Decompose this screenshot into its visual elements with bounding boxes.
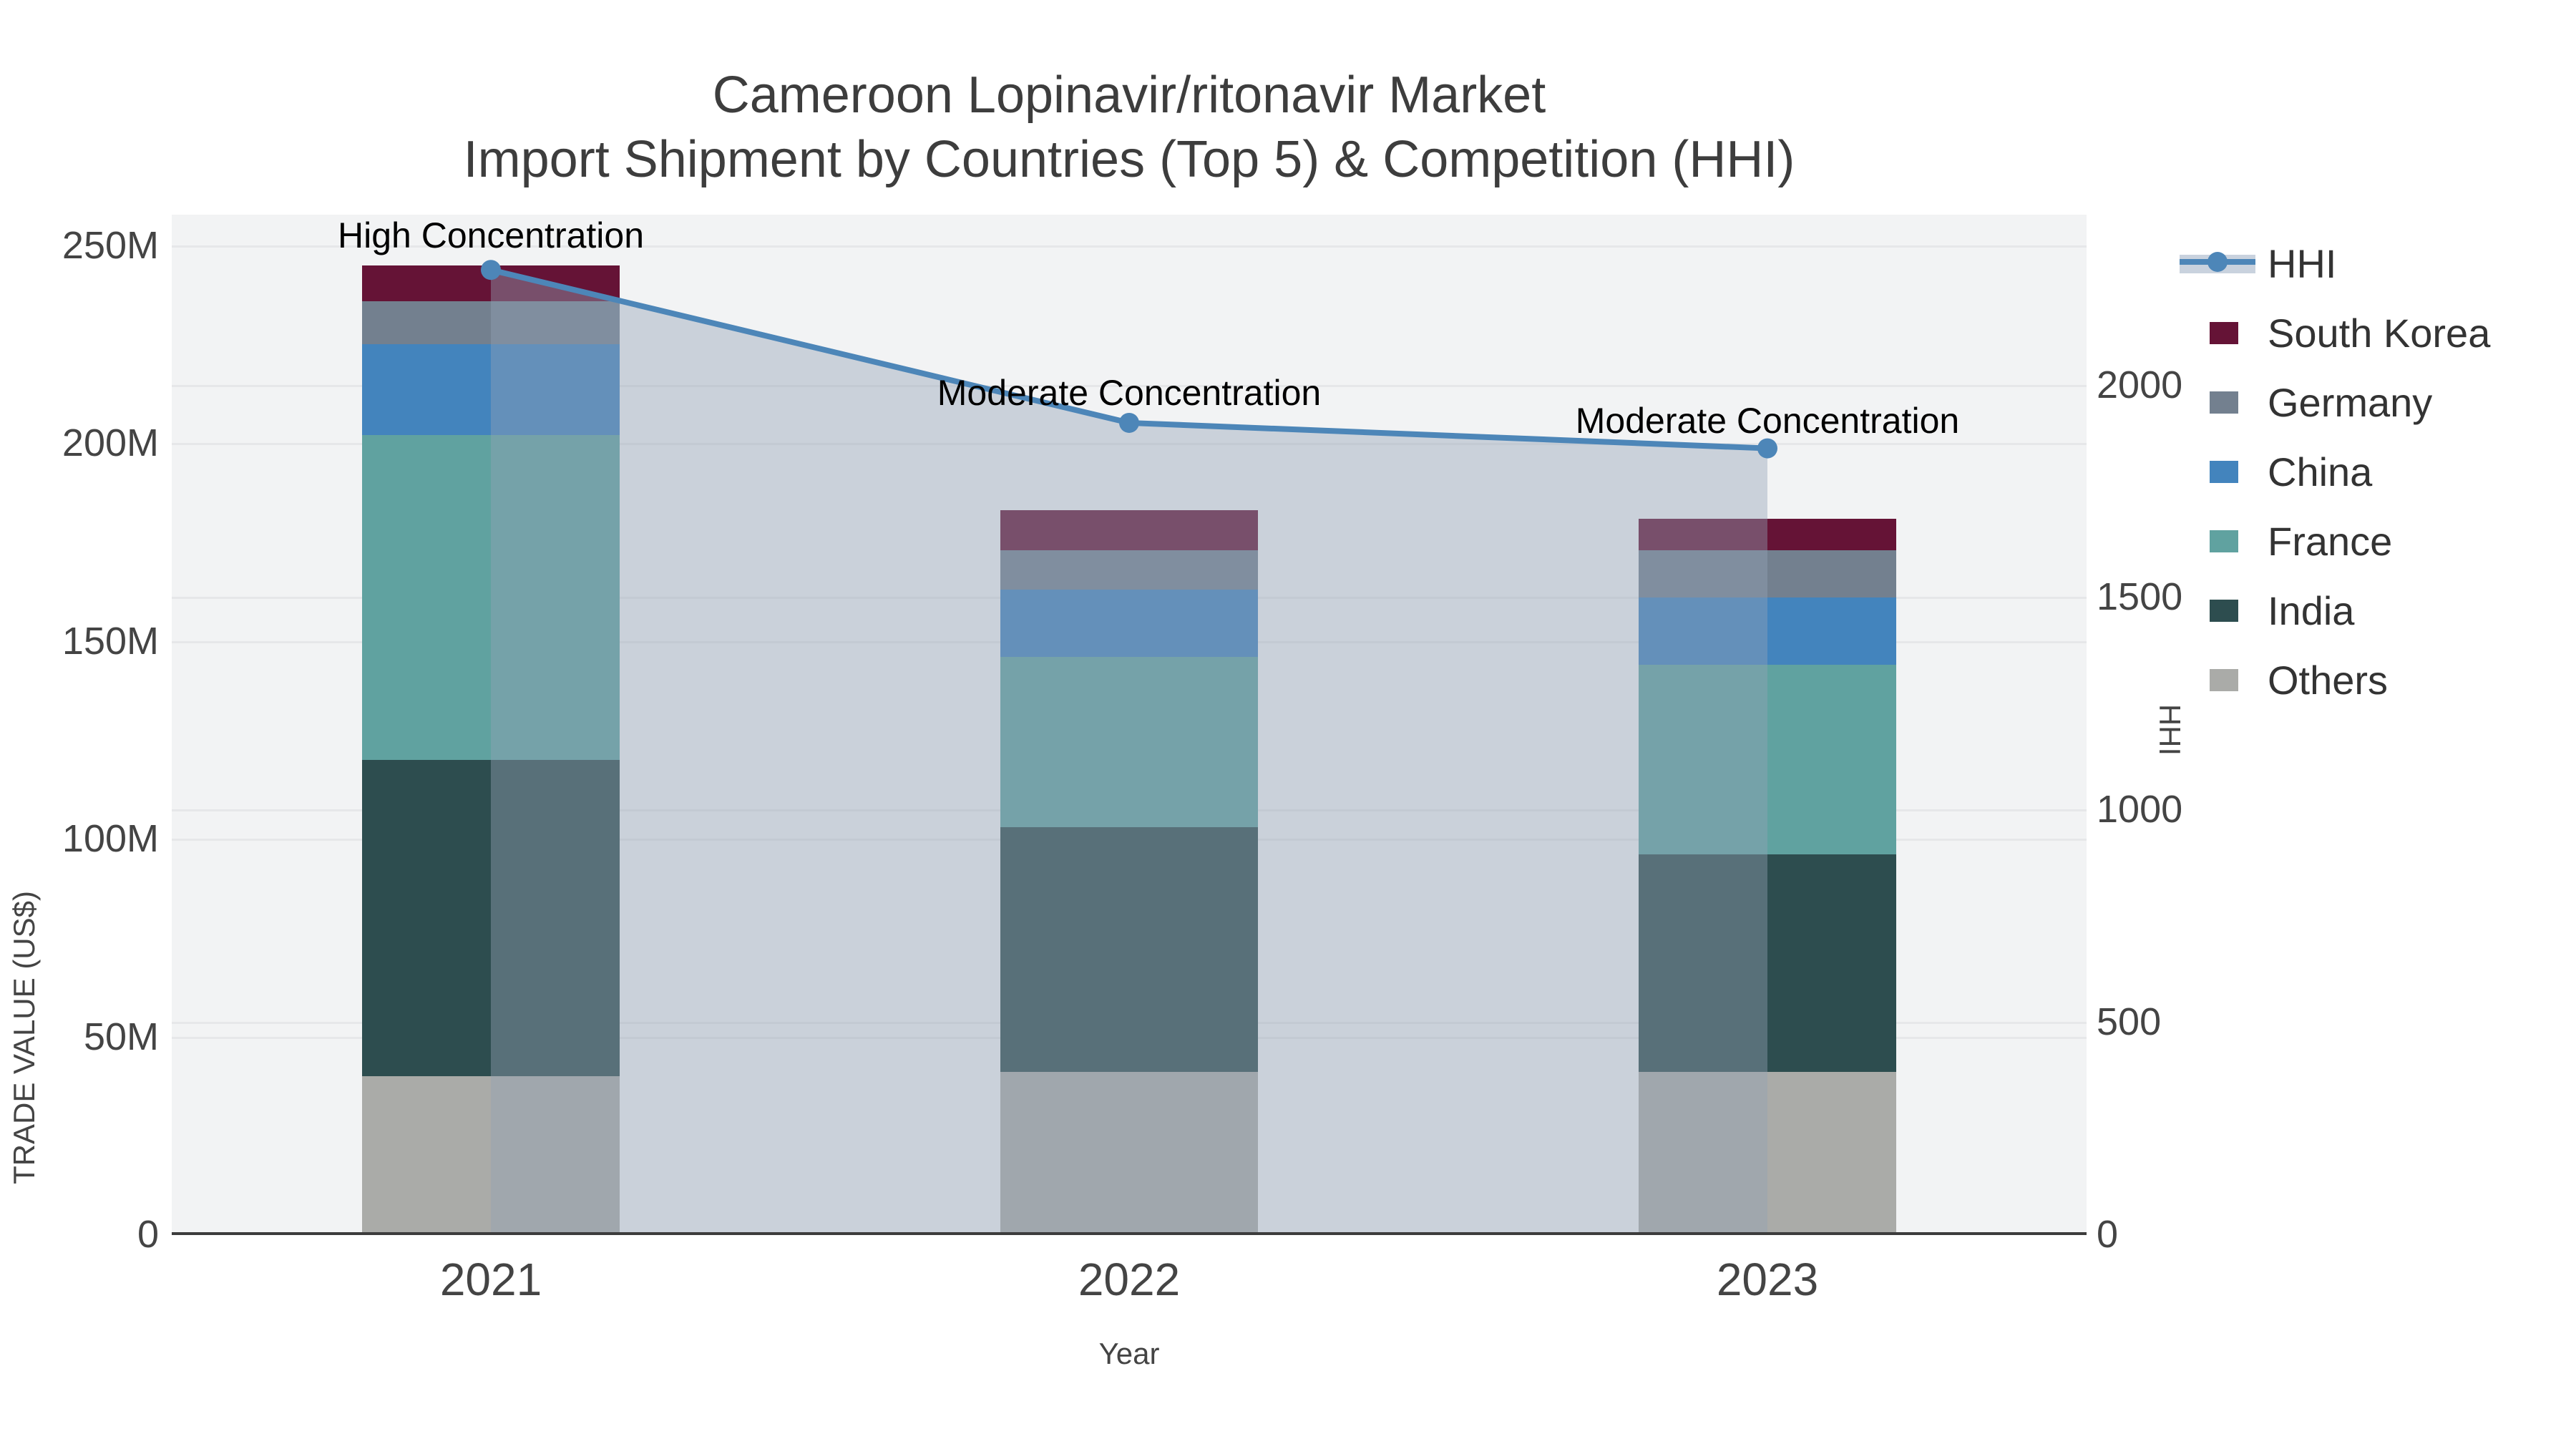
bar-segment-2022-germany[interactable]: [1000, 550, 1258, 590]
y-axis-title-left: TRADE VALUE (US$): [7, 890, 41, 1184]
y-left-tick-250M: 250M: [62, 224, 159, 268]
bar-segment-2021-germany[interactable]: [362, 301, 620, 345]
legend-item-germany[interactable]: Germany: [2175, 368, 2490, 437]
legend-item-hhi[interactable]: HHI: [2175, 229, 2490, 298]
legend-swatch-icon: [2175, 576, 2258, 645]
bar-segment-2023-china[interactable]: [1639, 597, 1896, 665]
bar-segment-2023-south-korea[interactable]: [1639, 518, 1896, 550]
y-right-tick-2000: 2000: [2097, 363, 2183, 406]
gridline-right-2000: [172, 384, 2087, 387]
hhi-point-2022[interactable]: [1119, 412, 1139, 433]
hhi-area-fill: [491, 270, 1767, 1234]
bar-segment-2021-china[interactable]: [362, 344, 620, 436]
plot-area[interactable]: High Concentration Moderate Concentration…: [172, 215, 2087, 1235]
hhi-line-icon: [2175, 229, 2258, 298]
bar-segment-2022-china[interactable]: [1000, 590, 1258, 657]
bar-segment-2022-others[interactable]: [1000, 1072, 1258, 1234]
bar-segment-2021-india[interactable]: [362, 759, 620, 1076]
y-right-tick-1500: 1500: [2097, 575, 2183, 619]
legend: HHI South Korea Germany China France India Oth…: [2175, 229, 2490, 715]
legend-label: India: [2268, 588, 2355, 633]
chart-subtitle: Import Shipment by Countries (Top 5) & C…: [463, 131, 1795, 188]
legend-label: Germany: [2268, 380, 2433, 425]
hhi-line-overlay: [481, 260, 1777, 1234]
bar-segment-2021-others[interactable]: [362, 1075, 620, 1234]
bar-segment-2022-france[interactable]: [1000, 657, 1258, 827]
color-swatch: [2210, 530, 2238, 552]
color-swatch: [2210, 669, 2238, 691]
y-axis-title-right: HHI: [2153, 703, 2187, 756]
bar-segment-2022-india[interactable]: [1000, 826, 1258, 1073]
annotation-2021: High Concentration: [337, 215, 645, 256]
legend-label: China: [2268, 449, 2373, 494]
legend-swatch-icon: [2175, 298, 2258, 368]
color-swatch: [2210, 600, 2238, 622]
chart-title: Cameroon Lopinavir/ritonavir Market: [712, 67, 1546, 124]
x-axis-line: [172, 1232, 2087, 1235]
hhi-point-2023[interactable]: [1757, 438, 1777, 459]
y-left-tick-150M: 150M: [62, 619, 159, 663]
legend-label: South Korea: [2268, 311, 2491, 356]
y-right-tick-1000: 1000: [2097, 788, 2183, 831]
bar-segment-2023-france[interactable]: [1639, 665, 1896, 855]
annotation-2022: Moderate Concentration: [937, 372, 1322, 413]
legend-label: HHI: [2268, 241, 2337, 286]
bar-segment-2023-others[interactable]: [1639, 1072, 1896, 1234]
legend-item-india[interactable]: India: [2175, 576, 2490, 645]
gridline-left-200M: [172, 443, 2087, 446]
hhi-marker-dot: [2207, 252, 2228, 272]
y-left-tick-0: 0: [137, 1213, 159, 1256]
legend-item-france[interactable]: France: [2175, 507, 2490, 576]
hhi-point-2021[interactable]: [481, 260, 501, 280]
legend-swatch-icon: [2175, 368, 2258, 437]
legend-label: France: [2268, 519, 2393, 564]
y-left-tick-100M: 100M: [62, 817, 159, 861]
color-swatch: [2210, 461, 2238, 483]
legend-item-others[interactable]: Others: [2175, 645, 2490, 715]
legend-label: Others: [2268, 658, 2389, 703]
legend-item-south-korea[interactable]: South Korea: [2175, 298, 2490, 368]
y-left-tick-200M: 200M: [62, 421, 159, 465]
bar-segment-2023-india[interactable]: [1639, 854, 1896, 1073]
annotation-2023: Moderate Concentration: [1575, 400, 1960, 441]
color-swatch: [2210, 322, 2238, 344]
y-right-tick-500: 500: [2097, 1000, 2162, 1044]
legend-swatch-icon: [2175, 645, 2258, 715]
x-tick-2021: 2021: [439, 1254, 542, 1305]
bar-segment-2022-south-korea[interactable]: [1000, 510, 1258, 550]
bar-segment-2021-france[interactable]: [362, 435, 620, 760]
x-axis-title: Year: [1098, 1337, 1160, 1370]
y-left-tick-50M: 50M: [83, 1015, 159, 1058]
x-tick-2023: 2023: [1716, 1254, 1819, 1305]
y-right-tick-0: 0: [2097, 1213, 2119, 1256]
legend-swatch-icon: [2175, 437, 2258, 507]
legend-item-china[interactable]: China: [2175, 437, 2490, 507]
gridline-left-250M: [172, 245, 2087, 248]
x-tick-2022: 2022: [1078, 1254, 1181, 1305]
bar-segment-2023-germany[interactable]: [1639, 550, 1896, 598]
color-swatch: [2210, 391, 2238, 414]
legend-swatch-icon: [2175, 507, 2258, 576]
